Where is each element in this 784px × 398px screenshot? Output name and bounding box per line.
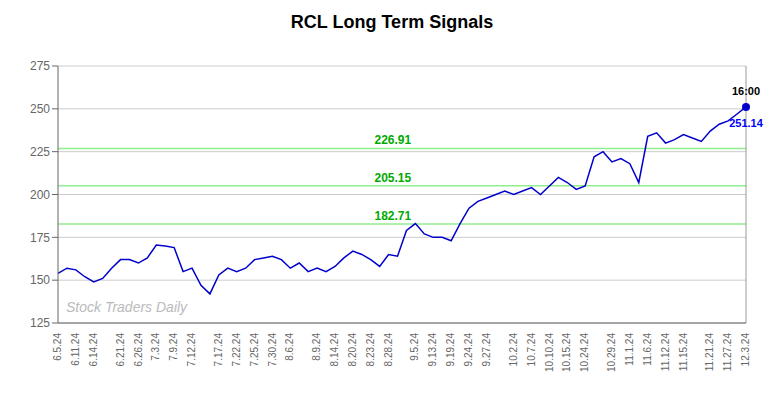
svg-text:7.22.24: 7.22.24 [231,333,242,367]
svg-text:8.9.24: 8.9.24 [311,333,322,361]
svg-text:251.14: 251.14 [729,117,764,129]
svg-text:12.3.24: 12.3.24 [740,333,751,367]
html-text:RCL Long Term Signals: RCL Long Term Signals [290,12,494,32]
svg-text:10.24.24: 10.24.24 [579,333,590,372]
svg-text:6.14.24: 6.14.24 [88,333,99,367]
svg-text:6.21.24: 6.21.24 [115,333,126,367]
svg-text:7.3.24: 7.3.24 [150,333,161,361]
svg-text:182.71: 182.71 [374,209,411,223]
svg-text:200: 200 [30,188,50,202]
svg-text:8.28.24: 8.28.24 [383,333,394,367]
svg-text:10.15.24: 10.15.24 [561,333,572,372]
svg-text:11.1.24: 11.1.24 [624,333,635,366]
svg-text:11.12.24: 11.12.24 [660,333,671,372]
svg-text:8.20.24: 8.20.24 [347,333,358,367]
svg-text:9.19.24: 9.19.24 [445,333,456,367]
svg-text:226.91: 226.91 [374,133,411,147]
svg-text:8.14.24: 8.14.24 [329,333,340,367]
svg-text:9.27.24: 9.27.24 [481,333,492,367]
svg-text:10.10.24: 10.10.24 [544,333,555,372]
svg-text:10.2.24: 10.2.24 [508,333,519,367]
svg-text:9.13.24: 9.13.24 [427,333,438,367]
svg-text:7.17.24: 7.17.24 [213,333,224,367]
svg-text:7.9.24: 7.9.24 [168,333,179,361]
svg-text:225: 225 [30,145,50,159]
svg-text:125: 125 [30,316,50,330]
svg-text:6.11.24: 6.11.24 [70,333,81,366]
svg-text:16:00: 16:00 [732,85,760,97]
svg-text:175: 175 [30,231,50,245]
svg-text:7.12.24: 7.12.24 [186,333,197,367]
svg-text:10.7.24: 10.7.24 [526,333,537,367]
svg-text:205.15: 205.15 [374,171,411,185]
svg-text:8.6.24: 8.6.24 [284,333,295,361]
svg-text:11.6.24: 11.6.24 [642,333,653,366]
svg-text:7.30.24: 7.30.24 [267,333,278,367]
svg-text:6.5.24: 6.5.24 [52,333,63,361]
svg-text:11.15.24: 11.15.24 [678,333,689,372]
svg-text:9.24.24: 9.24.24 [463,333,474,367]
svg-text:250: 250 [30,102,50,116]
svg-text:6.26.24: 6.26.24 [133,333,144,367]
html-text:Stock Traders Daily: Stock Traders Daily [66,299,188,315]
svg-text:11.27.24: 11.27.24 [722,333,733,372]
svg-text:10.29.24: 10.29.24 [606,333,617,372]
svg-text:11.21.24: 11.21.24 [704,333,715,372]
svg-text:150: 150 [30,273,50,287]
svg-text:7.25.24: 7.25.24 [249,333,260,367]
svg-text:8.23.24: 8.23.24 [365,333,376,367]
svg-text:275: 275 [30,59,50,73]
svg-text:9.5.24: 9.5.24 [410,333,421,361]
